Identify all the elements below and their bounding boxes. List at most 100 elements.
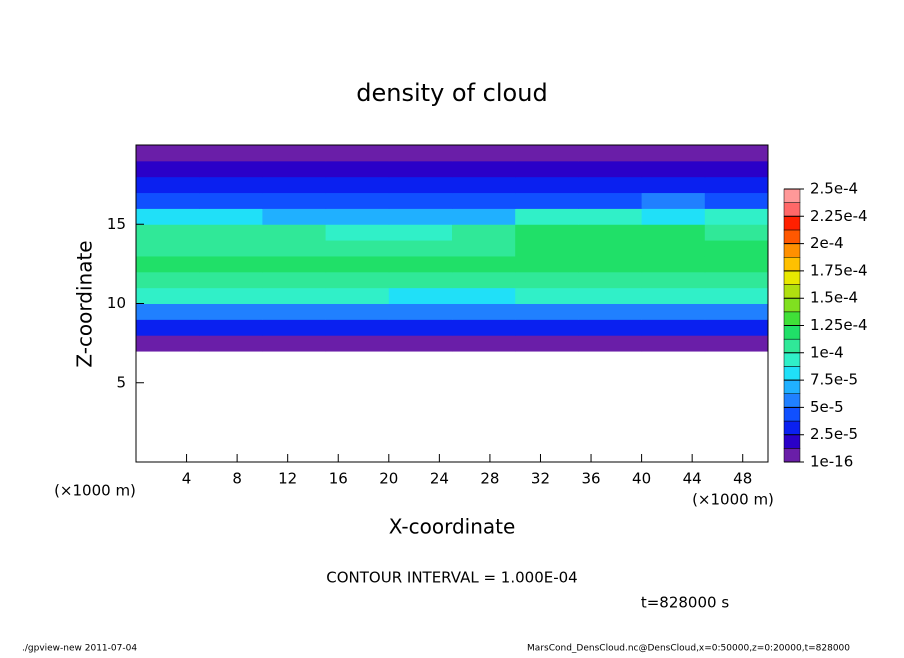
colorbar-box bbox=[783, 188, 801, 203]
footer-right: MarsCond_DensCloud.nc@DensCloud,x=0:5000… bbox=[527, 644, 850, 654]
heat-cell bbox=[704, 208, 769, 225]
heat-cell bbox=[262, 255, 327, 273]
heat-cell bbox=[325, 240, 390, 257]
colorbar-box bbox=[783, 352, 801, 367]
heat-cell bbox=[515, 255, 579, 273]
heat-cell bbox=[262, 319, 327, 336]
colorbar-box bbox=[783, 216, 801, 231]
heat-cell bbox=[388, 240, 453, 257]
heat-cell bbox=[199, 176, 263, 194]
colorbar-label: 1e-16 bbox=[810, 453, 853, 471]
heat-cell bbox=[704, 160, 769, 178]
heat-cell bbox=[704, 176, 769, 194]
heat-cell bbox=[199, 192, 263, 209]
heat-cell bbox=[325, 287, 390, 304]
heat-cell bbox=[262, 240, 327, 257]
heat-cell bbox=[704, 145, 769, 162]
heat-cell bbox=[452, 145, 516, 162]
heat-cell bbox=[578, 224, 643, 241]
heat-cell bbox=[641, 287, 706, 304]
heat-cell bbox=[704, 224, 769, 241]
heat-cell bbox=[704, 255, 769, 273]
colorbar-label: 2e-4 bbox=[810, 234, 844, 252]
y-unit: (×1000 m) bbox=[54, 482, 136, 500]
heat-cell bbox=[325, 145, 390, 162]
colorbar-box bbox=[783, 338, 801, 354]
heat-cell bbox=[578, 208, 643, 225]
heat-cell bbox=[388, 224, 453, 241]
heat-cell bbox=[388, 176, 453, 194]
heat-cell bbox=[388, 145, 453, 162]
heat-cell bbox=[452, 192, 516, 209]
heat-cell bbox=[262, 303, 327, 320]
heat-cell bbox=[388, 303, 453, 320]
colorbar-box bbox=[783, 243, 801, 258]
x-tick-label: 40 bbox=[632, 470, 651, 488]
heat-cell bbox=[388, 255, 453, 273]
heat-cell bbox=[325, 255, 390, 273]
heat-cell bbox=[578, 271, 643, 289]
y-tick-label: 15 bbox=[107, 215, 126, 233]
heat-cell bbox=[704, 240, 769, 257]
y-tick-label: 5 bbox=[116, 373, 126, 391]
heat-cell bbox=[325, 176, 390, 194]
colorbar-box bbox=[783, 284, 801, 299]
colorbar-box bbox=[783, 311, 801, 326]
colorbar-box bbox=[783, 420, 801, 435]
heat-cell bbox=[262, 224, 327, 241]
x-unit: (×1000 m) bbox=[692, 491, 774, 509]
heat-cell bbox=[199, 208, 263, 225]
heat-cell bbox=[388, 160, 453, 178]
heat-cell bbox=[641, 192, 706, 209]
colorbar-label: 7.5e-5 bbox=[810, 371, 858, 389]
heat-cell bbox=[641, 224, 706, 241]
heat-cell bbox=[641, 335, 706, 352]
heat-cell bbox=[641, 271, 706, 289]
heat-cell bbox=[641, 176, 706, 194]
heat-cell bbox=[199, 145, 263, 162]
heat-cell bbox=[578, 240, 643, 257]
heat-cell bbox=[515, 287, 579, 304]
x-tick-label: 36 bbox=[581, 470, 600, 488]
heat-cell bbox=[515, 224, 579, 241]
heat-cell bbox=[515, 145, 579, 162]
heat-cell bbox=[452, 303, 516, 320]
heat-cell bbox=[515, 303, 579, 320]
heat-cell bbox=[325, 160, 390, 178]
heat-cell bbox=[136, 192, 200, 209]
heat-cell bbox=[199, 287, 263, 304]
x-tick-label: 44 bbox=[683, 470, 702, 488]
heat-cell bbox=[641, 145, 706, 162]
heat-cell bbox=[388, 192, 453, 209]
heat-cell bbox=[136, 160, 200, 178]
heat-cell bbox=[704, 319, 769, 336]
heat-cell bbox=[452, 271, 516, 289]
colorbar-box bbox=[783, 325, 801, 340]
heat-cell bbox=[262, 208, 327, 225]
heat-cell bbox=[199, 335, 263, 352]
heat-cell bbox=[578, 303, 643, 320]
heat-cell bbox=[578, 255, 643, 273]
colorbar-box bbox=[783, 393, 801, 408]
contour-interval: CONTOUR INTERVAL = 1.000E-04 bbox=[326, 569, 577, 587]
x-axis-label: X-coordinate bbox=[389, 515, 516, 539]
heat-cell bbox=[515, 240, 579, 257]
heat-cell bbox=[136, 240, 200, 257]
heat-cell bbox=[641, 303, 706, 320]
colorbar-box bbox=[783, 407, 801, 422]
heat-cell bbox=[199, 303, 263, 320]
heat-cell bbox=[515, 192, 579, 209]
heat-cell bbox=[136, 145, 200, 162]
heat-cell bbox=[515, 335, 579, 352]
heat-cell bbox=[388, 319, 453, 336]
chart-title: density of cloud bbox=[356, 79, 547, 107]
colorbar-label: 1.25e-4 bbox=[810, 316, 868, 334]
heat-cell bbox=[641, 240, 706, 257]
time-label: t=828000 s bbox=[641, 594, 729, 612]
heat-cell bbox=[136, 208, 200, 225]
colorbar-box bbox=[783, 448, 801, 463]
heat-cell bbox=[262, 335, 327, 352]
colorbar-box bbox=[783, 257, 801, 272]
heat-cell bbox=[641, 160, 706, 178]
heat-cell bbox=[136, 335, 200, 352]
